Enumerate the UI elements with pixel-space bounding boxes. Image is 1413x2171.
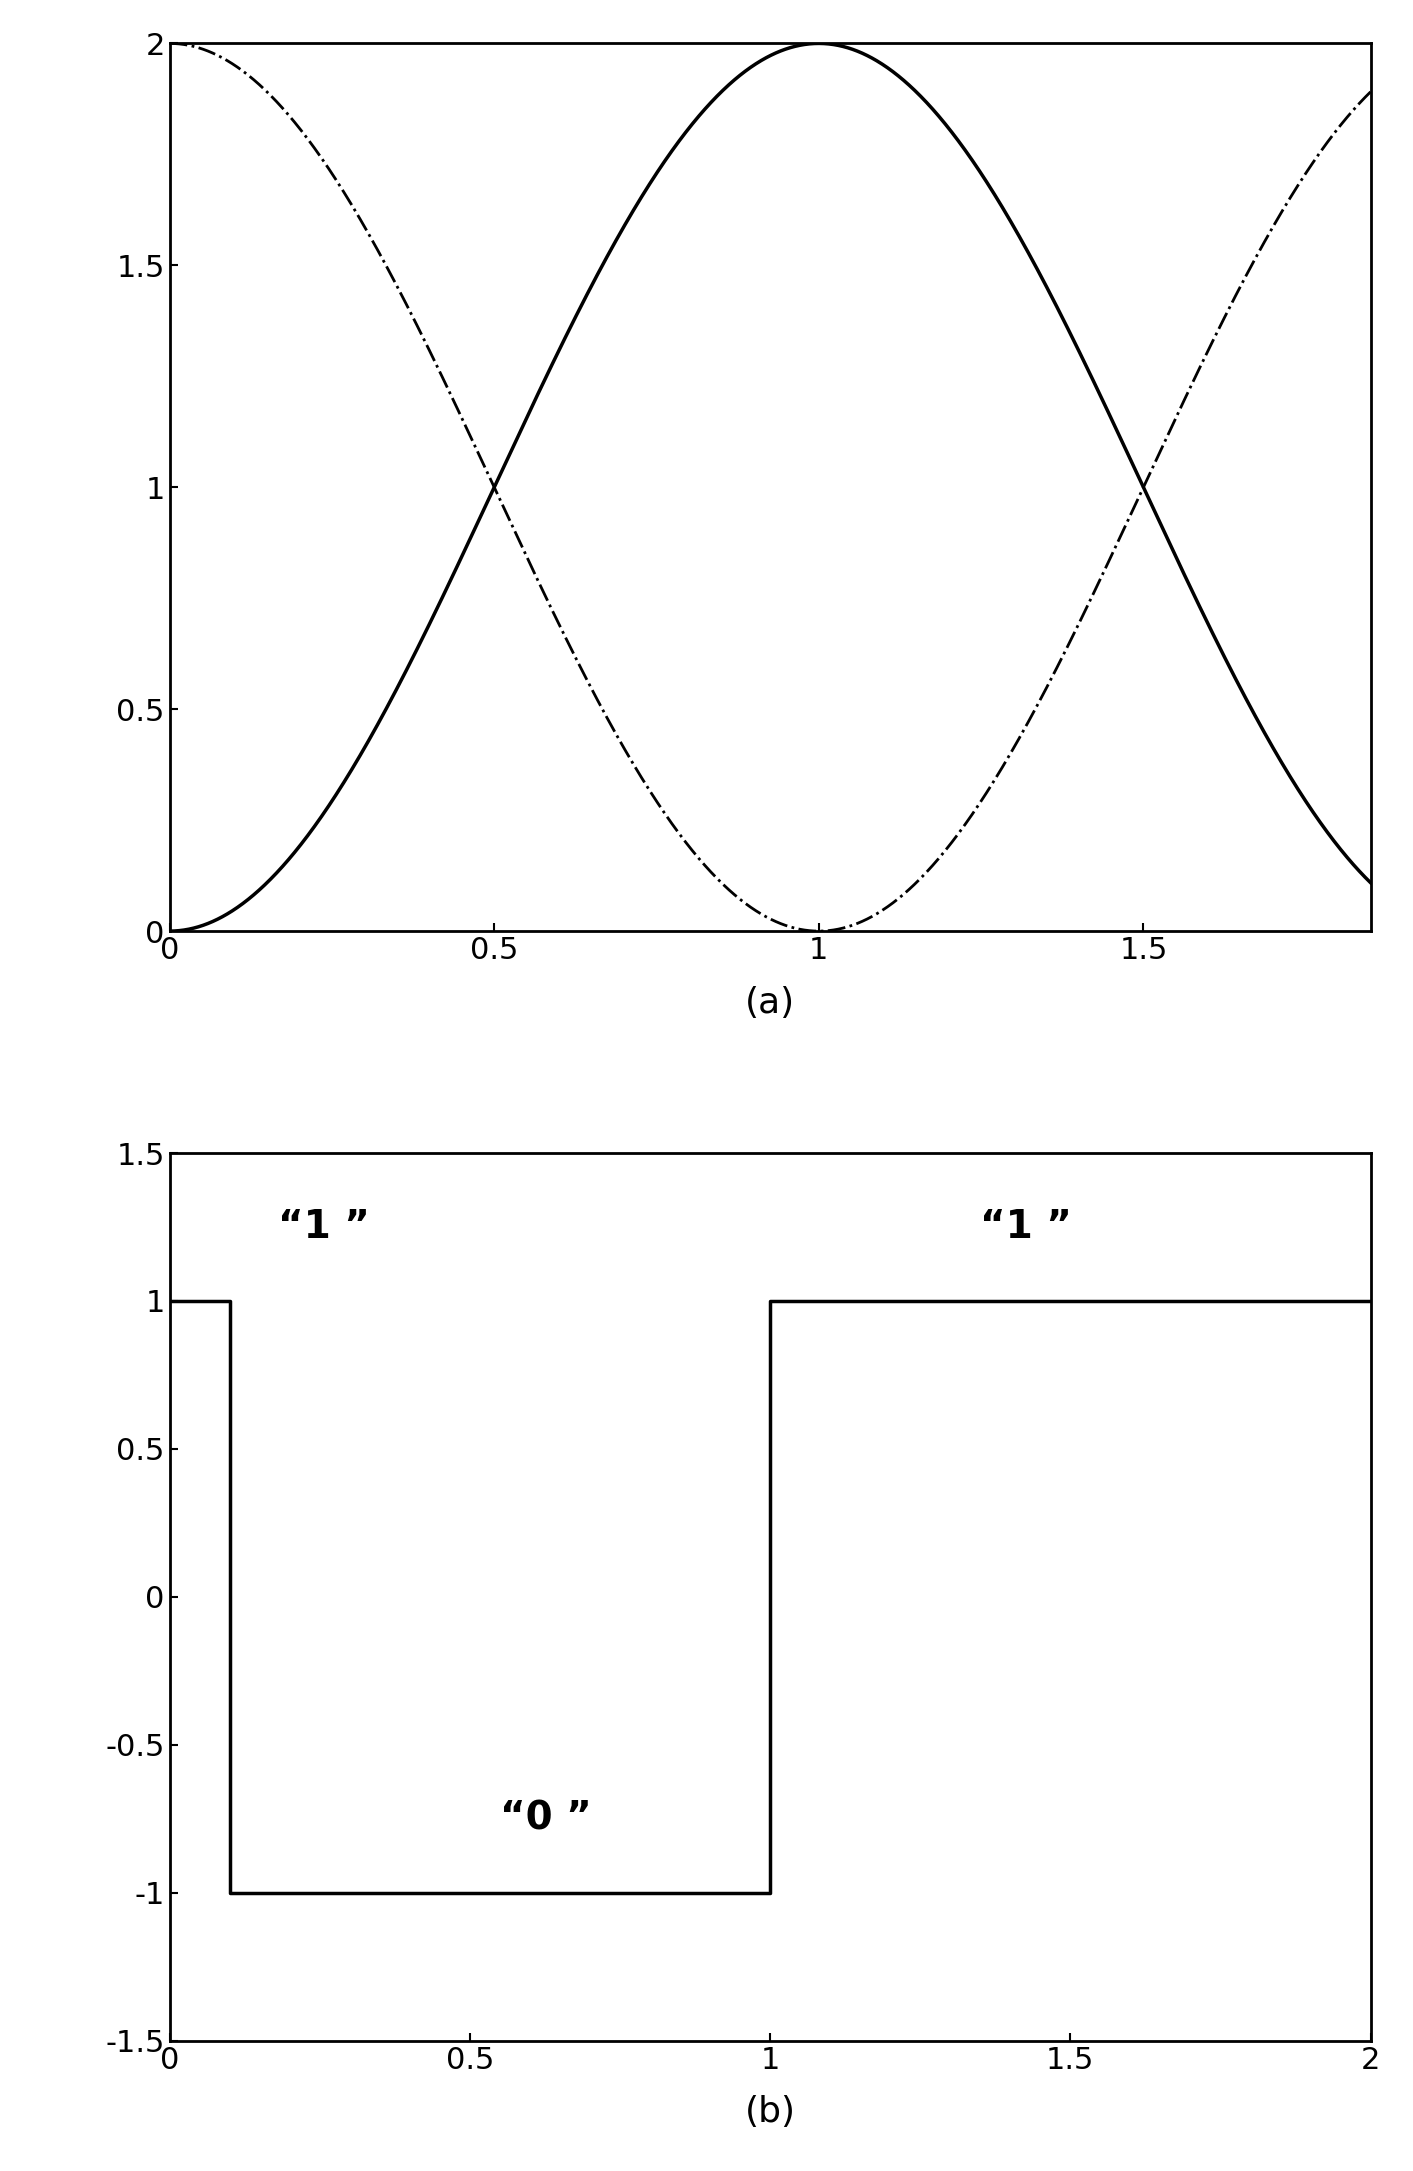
Text: “1 ”: “1 ”: [981, 1207, 1072, 1246]
Text: “0 ”: “0 ”: [500, 1800, 592, 1839]
X-axis label: (a): (a): [745, 986, 796, 1020]
Text: “1 ”: “1 ”: [277, 1207, 370, 1246]
X-axis label: (b): (b): [745, 2095, 796, 2130]
